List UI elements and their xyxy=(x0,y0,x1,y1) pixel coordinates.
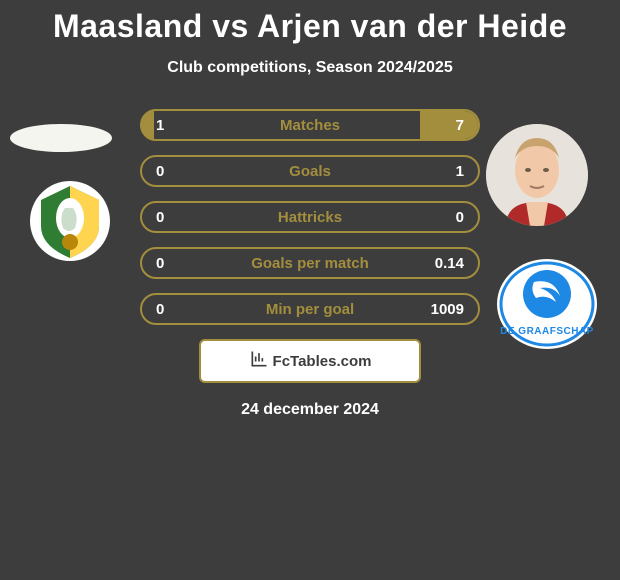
stat-value-right: 0 xyxy=(456,209,464,226)
stat-label: Min per goal xyxy=(266,301,354,318)
site-badge[interactable]: FcTables.com xyxy=(199,339,421,383)
stat-row: 0 Min per goal 1009 xyxy=(140,293,480,325)
report-date: 24 december 2024 xyxy=(241,401,379,419)
stat-value-right: 7 xyxy=(456,117,464,134)
stat-value-left: 0 xyxy=(156,163,164,180)
page-title: Maasland vs Arjen van der Heide xyxy=(0,0,620,45)
stat-bar-left xyxy=(142,111,154,139)
stats-table: 1 Matches 7 0 Goals 1 0 Hattricks 0 0 Goals per ma… xyxy=(140,109,480,339)
stat-value-right: 0.14 xyxy=(435,255,464,272)
stat-row: 0 Goals per match 0.14 xyxy=(140,247,480,279)
stat-label: Hattricks xyxy=(278,209,342,226)
stat-bar-right xyxy=(420,111,478,139)
stat-value-left: 0 xyxy=(156,255,164,272)
stat-value-right: 1009 xyxy=(431,301,464,318)
stat-label: Matches xyxy=(280,117,340,134)
stat-label: Goals xyxy=(289,163,331,180)
site-name: FcTables.com xyxy=(273,353,372,370)
chart-icon xyxy=(249,349,269,373)
stat-row: 1 Matches 7 xyxy=(140,109,480,141)
stat-value-left: 0 xyxy=(156,301,164,318)
stat-label: Goals per match xyxy=(251,255,369,272)
stat-row: 0 Hattricks 0 xyxy=(140,201,480,233)
stat-value-left: 0 xyxy=(156,209,164,226)
stat-value-left: 1 xyxy=(156,117,164,134)
page-subtitle: Club competitions, Season 2024/2025 xyxy=(0,59,620,77)
stat-value-right: 1 xyxy=(456,163,464,180)
stat-row: 0 Goals 1 xyxy=(140,155,480,187)
